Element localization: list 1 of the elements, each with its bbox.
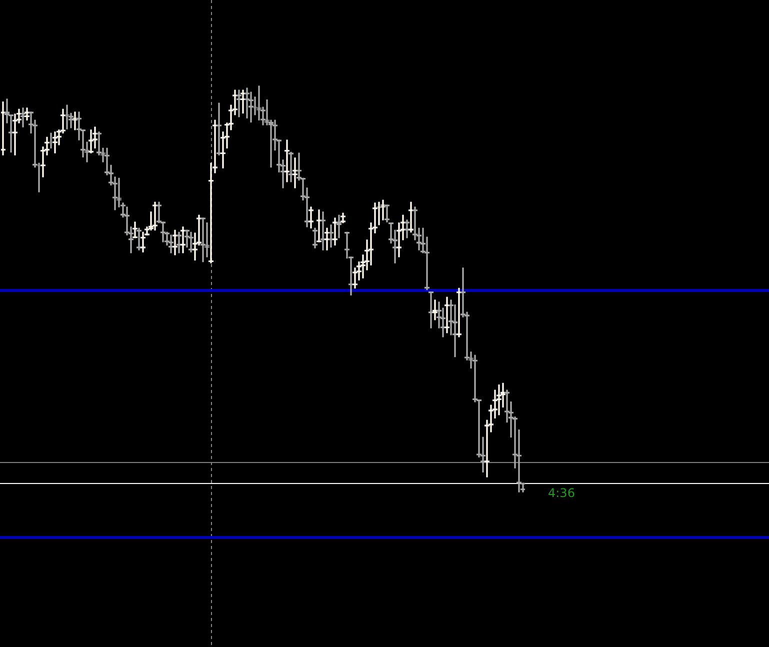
text: 4:36 — [548, 486, 575, 500]
